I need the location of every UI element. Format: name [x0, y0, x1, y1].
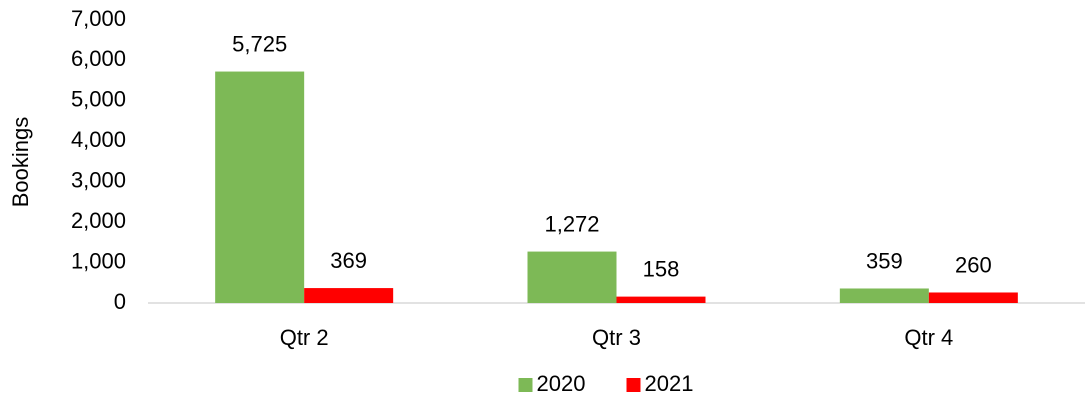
bar — [616, 296, 706, 303]
data-label: 359 — [866, 248, 903, 273]
y-axis-title: Bookings — [8, 117, 33, 208]
data-label: 158 — [643, 256, 680, 281]
data-label: 260 — [955, 252, 992, 277]
x-tick-label: Qtr 3 — [592, 325, 641, 350]
y-tick-label: 2,000 — [71, 208, 126, 233]
y-tick-label: 5,000 — [71, 87, 126, 112]
y-tick-label: 3,000 — [71, 168, 126, 193]
legend-swatch — [518, 378, 533, 392]
bar — [304, 288, 394, 303]
x-tick-label: Qtr 4 — [904, 325, 953, 350]
data-label: 369 — [330, 248, 367, 273]
x-tick-label: Qtr 2 — [280, 325, 329, 350]
legend-label: 2020 — [537, 371, 586, 396]
bar — [215, 71, 305, 304]
legend-label: 2021 — [645, 371, 694, 396]
y-tick-label: 1,000 — [71, 248, 126, 273]
data-label: 1,272 — [544, 211, 599, 236]
y-tick-label: 4,000 — [71, 127, 126, 152]
y-tick-label: 0 — [114, 289, 126, 314]
bar — [928, 292, 1018, 303]
legend-swatch — [626, 378, 641, 392]
bar — [527, 251, 617, 303]
bar — [839, 288, 929, 303]
y-tick-label: 7,000 — [71, 6, 126, 31]
y-tick-label: 6,000 — [71, 46, 126, 71]
data-label: 5,725 — [232, 31, 287, 56]
